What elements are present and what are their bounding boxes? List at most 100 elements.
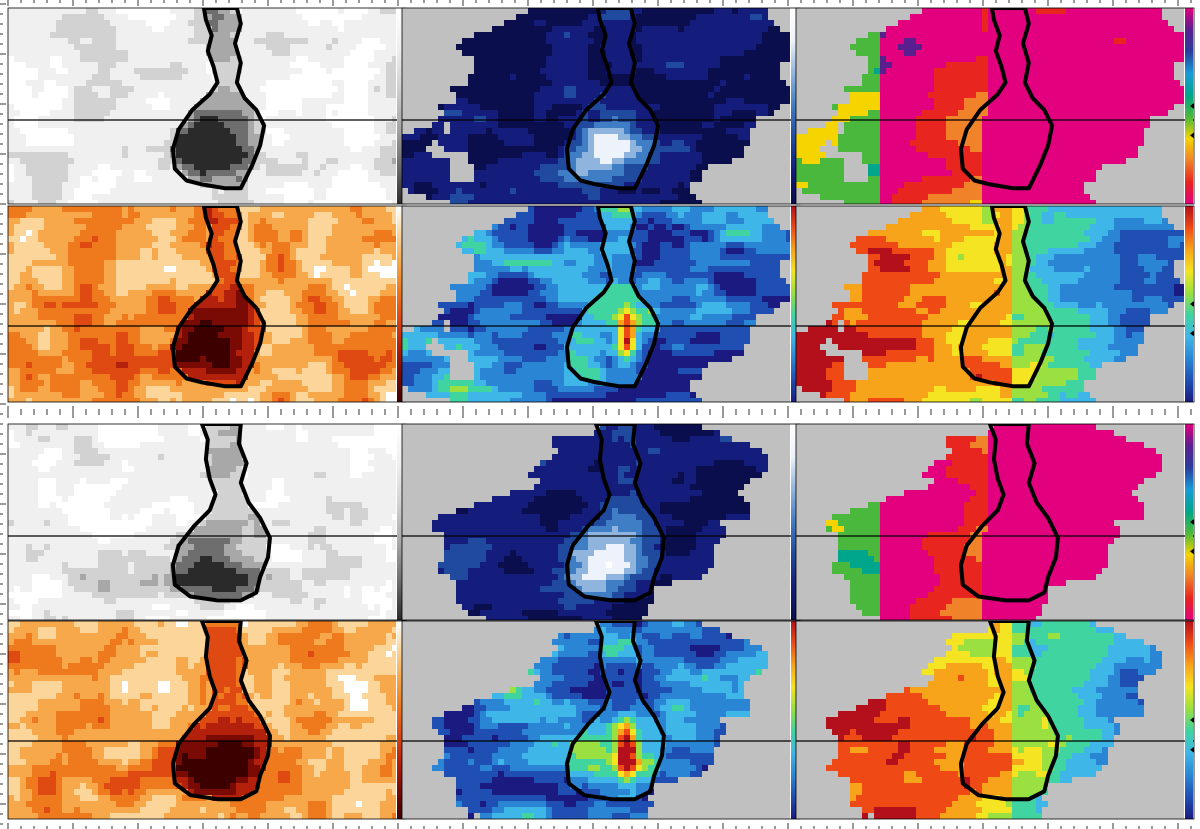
map-pixel (648, 26, 655, 33)
map-pixel (786, 152, 790, 159)
map-pixel (86, 20, 93, 27)
map-pixel (988, 20, 995, 27)
map-pixel (1018, 56, 1025, 63)
map-pixel (182, 104, 189, 111)
map-pixel (630, 200, 637, 204)
map-pixel (272, 50, 279, 57)
map-pixel (450, 68, 457, 75)
map-pixel (498, 128, 505, 135)
map-pixel (994, 8, 1001, 15)
map-pixel (910, 62, 917, 69)
map-pixel (738, 38, 745, 45)
map-pixel (774, 194, 781, 201)
map-pixel (374, 44, 381, 51)
map-pixel (164, 110, 171, 117)
map-pixel (624, 140, 631, 147)
map-pixel (302, 176, 309, 183)
map-pixel (582, 128, 589, 135)
map-pixel (856, 38, 863, 45)
map-pixel (320, 32, 327, 39)
map-pixel (498, 158, 505, 165)
map-pixel (850, 56, 857, 63)
map-pixel (146, 26, 153, 33)
map-pixel (68, 86, 75, 93)
map-pixel (110, 26, 117, 33)
map-pixel (248, 158, 255, 165)
map-pixel (1150, 56, 1157, 63)
map-pixel (732, 68, 739, 75)
map-pixel (20, 86, 27, 93)
map-pixel (516, 68, 523, 75)
map-pixel (254, 200, 261, 204)
map-pixel (74, 158, 81, 165)
map-pixel (940, 50, 947, 57)
map-pixel (744, 158, 751, 165)
map-pixel (594, 68, 601, 75)
map-pixel (164, 74, 171, 81)
map-pixel (420, 8, 427, 15)
map-pixel (414, 98, 421, 105)
map-pixel (326, 20, 333, 27)
map-pixel (242, 122, 249, 129)
map-pixel (768, 44, 775, 51)
map-pixel (296, 164, 303, 171)
map-pixel (158, 98, 165, 105)
map-pixel (266, 86, 273, 93)
map-pixel (326, 86, 333, 93)
map-pixel (362, 14, 369, 21)
map-pixel (68, 62, 75, 69)
map-pixel (702, 164, 709, 171)
map-pixel (140, 182, 147, 189)
map-pixel (146, 8, 153, 15)
map-pixel (838, 20, 845, 27)
map-pixel (146, 134, 153, 141)
map-pixel (98, 50, 105, 57)
map-pixel (582, 152, 589, 159)
map-pixel (774, 176, 781, 183)
map-pixel (218, 158, 225, 165)
map-pixel (570, 176, 577, 183)
map-pixel (594, 140, 601, 147)
map-pixel (492, 68, 499, 75)
map-pixel (164, 86, 171, 93)
map-pixel (414, 74, 421, 81)
map-pixel (386, 20, 393, 27)
map-pixel (1066, 38, 1073, 45)
map-pixel (552, 146, 559, 153)
map-pixel (224, 176, 231, 183)
map-pixel (756, 74, 763, 81)
map-pixel (56, 128, 63, 135)
map-pixel (456, 152, 463, 159)
map-pixel (218, 98, 225, 105)
map-pixel (636, 188, 643, 195)
map-pixel (242, 68, 249, 75)
map-pixel (976, 32, 983, 39)
map-pixel (110, 128, 117, 135)
map-pixel (684, 20, 691, 27)
map-pixel (988, 32, 995, 39)
map-pixel (886, 50, 893, 57)
map-pixel (618, 26, 625, 33)
map-pixel (426, 50, 433, 57)
map-pixel (892, 8, 899, 15)
map-pixel (786, 62, 790, 69)
map-pixel (612, 14, 619, 21)
map-pixel (182, 80, 189, 87)
map-pixel (432, 80, 439, 87)
map-pixel (92, 68, 99, 75)
map-pixel (708, 92, 715, 99)
map-pixel (558, 170, 565, 177)
map-pixel (868, 56, 875, 63)
map-pixel (768, 26, 775, 33)
map-pixel (356, 8, 363, 15)
map-pixel (188, 32, 195, 39)
map-pixel (850, 20, 857, 27)
map-pixel (768, 146, 775, 153)
map-pixel (678, 182, 685, 189)
map-pixel (380, 56, 387, 63)
map-pixel (558, 200, 565, 204)
map-pixel (320, 152, 327, 159)
map-pixel (356, 56, 363, 63)
map-pixel (576, 92, 583, 99)
map-pixel (8, 182, 15, 189)
